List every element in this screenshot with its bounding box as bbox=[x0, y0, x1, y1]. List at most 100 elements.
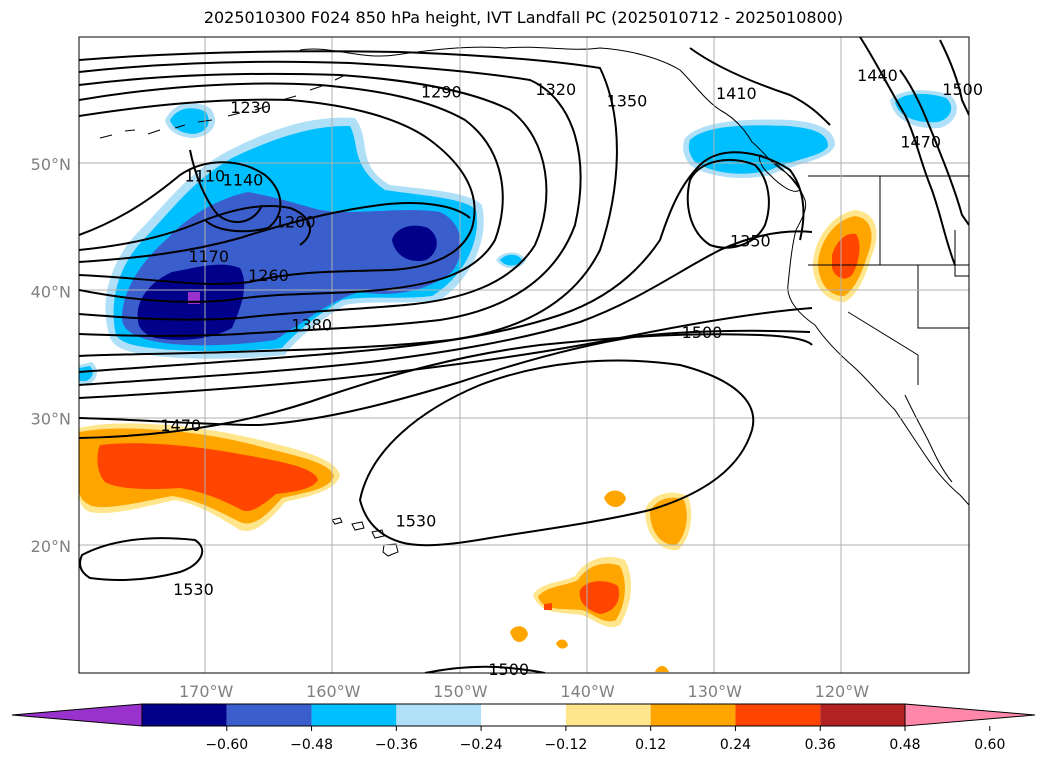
contour-1290 bbox=[79, 72, 548, 321]
shading-red-orange bbox=[579, 581, 620, 614]
contour-1500-north bbox=[939, 39, 969, 116]
colorbar-tick-label: 0.24 bbox=[720, 737, 751, 753]
contour-label: 1200 bbox=[275, 212, 316, 231]
map-plot-area bbox=[79, 37, 969, 673]
contour-1200 bbox=[79, 202, 471, 263]
shading-cyan bbox=[688, 125, 828, 174]
lon-tick-label: 140°W bbox=[560, 682, 615, 701]
contour-label: 1230 bbox=[230, 98, 271, 117]
shading-orange bbox=[604, 490, 626, 508]
us-west-coast bbox=[787, 229, 969, 506]
latitude-labels: 50°N 40°N 30°N 20°N bbox=[31, 155, 71, 556]
contour-label: 1350 bbox=[730, 232, 771, 251]
colorbar-outline bbox=[141, 703, 906, 727]
lon-tick-label: 150°W bbox=[433, 682, 488, 701]
shading-cyan bbox=[500, 254, 522, 266]
lon-tick-label: 160°W bbox=[306, 682, 361, 701]
contour-label: 1530 bbox=[173, 580, 214, 599]
contour-1470 bbox=[79, 329, 811, 427]
shading-orange bbox=[650, 497, 687, 546]
colorbar-swatch bbox=[735, 704, 821, 726]
contour-label: 1350 bbox=[607, 92, 648, 111]
contour-1410 bbox=[79, 230, 813, 386]
contour-label: 1500 bbox=[942, 80, 983, 99]
contour-label: 1110 bbox=[185, 167, 226, 186]
colorbar-swatch bbox=[311, 704, 397, 726]
colorbar-tick-label: −0.24 bbox=[460, 737, 503, 753]
us-interior-borders bbox=[808, 175, 969, 385]
shading-orange bbox=[655, 666, 669, 672]
contour-1230 bbox=[79, 98, 476, 285]
colorbar-swatch bbox=[565, 704, 651, 726]
lon-tick-label: 170°W bbox=[179, 682, 234, 701]
contour-label: 1470 bbox=[160, 416, 201, 435]
lon-tick-label: 120°W bbox=[815, 682, 870, 701]
contour-1530 bbox=[79, 537, 204, 581]
colorbar-tick-label: 0.12 bbox=[635, 737, 666, 753]
shading-cyan bbox=[170, 108, 209, 134]
shading-orange bbox=[510, 626, 528, 642]
contour-label: 1320 bbox=[535, 80, 576, 99]
contour-label: 1530 bbox=[396, 511, 437, 530]
longitude-labels: 170°W 160°W 150°W 140°W 130°W 120°W bbox=[179, 682, 869, 701]
chart-title: 2025010300 F024 850 hPa height, IVT Land… bbox=[203, 8, 844, 27]
vancouver-island bbox=[759, 154, 801, 192]
colorbar-tick-label: −0.36 bbox=[375, 737, 418, 753]
contour-label: 1170 bbox=[188, 247, 229, 266]
colorbar-tick-label: −0.12 bbox=[544, 737, 587, 753]
contour-1440 bbox=[79, 307, 813, 399]
colorbar-swatch bbox=[396, 704, 482, 726]
colorbar-tick-label: 0.36 bbox=[805, 737, 836, 753]
contour-1380 bbox=[79, 151, 805, 373]
colorbar-swatch bbox=[650, 704, 736, 726]
contour-label: 1290 bbox=[421, 83, 462, 102]
colorbar-swatch bbox=[481, 704, 566, 726]
contour-label: 1260 bbox=[248, 266, 289, 285]
map-frame bbox=[78, 36, 970, 674]
contour-labels: 1230 1290 1320 1350 1410 1440 1470 1500 11101140… bbox=[160, 66, 983, 679]
alaska-coast bbox=[299, 46, 721, 111]
bc-coast bbox=[719, 109, 807, 231]
lon-tick-label: 130°W bbox=[688, 682, 743, 701]
contour-1500 bbox=[79, 333, 813, 439]
lat-tick-label: 20°N bbox=[31, 537, 71, 556]
colorbar-extend-high bbox=[904, 703, 1036, 727]
colorbar-tick-label: −0.60 bbox=[205, 737, 248, 753]
baja-california bbox=[904, 394, 953, 483]
contour-1350-closed bbox=[686, 159, 770, 249]
contour-label: 1470 bbox=[900, 132, 941, 151]
shading-orange bbox=[556, 639, 568, 649]
shading-cyan bbox=[79, 366, 93, 381]
contour-1440-north bbox=[859, 37, 956, 266]
height-contours bbox=[79, 37, 969, 673]
colorbar-swatch bbox=[226, 704, 312, 726]
coastlines bbox=[99, 46, 969, 557]
contour-1410-north bbox=[689, 47, 831, 126]
colorbar-extend-low bbox=[11, 703, 143, 727]
colorbar-tick-label: −0.48 bbox=[290, 737, 333, 753]
contour-label: 1140 bbox=[223, 170, 264, 189]
shading-positive bbox=[79, 210, 877, 672]
hawaii-islands bbox=[331, 517, 399, 557]
colorbar-swatch bbox=[820, 704, 905, 726]
lat-tick-label: 30°N bbox=[31, 410, 71, 429]
lat-tick-label: 40°N bbox=[31, 282, 71, 301]
contour-label: 1380 bbox=[291, 315, 332, 334]
contour-label: 1500 bbox=[488, 660, 529, 679]
contour-1320 bbox=[79, 60, 582, 337]
shading-red-orange bbox=[544, 603, 552, 610]
colorbar: −0.60 −0.48 −0.36 −0.24 −0.12 0.12 0.24 0.36 0.4… bbox=[11, 703, 1036, 753]
contour-1260 bbox=[79, 82, 504, 303]
colorbar-tick-label: 0.48 bbox=[889, 737, 920, 753]
contour-1140 bbox=[79, 161, 282, 236]
contour-label: 1500 bbox=[682, 323, 723, 342]
lat-tick-label: 50°N bbox=[31, 155, 71, 174]
contour-label: 1410 bbox=[716, 84, 757, 103]
colorbar-swatch bbox=[142, 704, 227, 726]
shading-red-orange bbox=[97, 443, 318, 512]
contour-label: 1440 bbox=[857, 66, 898, 85]
shading-navy bbox=[392, 225, 437, 262]
contour-1500-closed bbox=[358, 359, 755, 547]
